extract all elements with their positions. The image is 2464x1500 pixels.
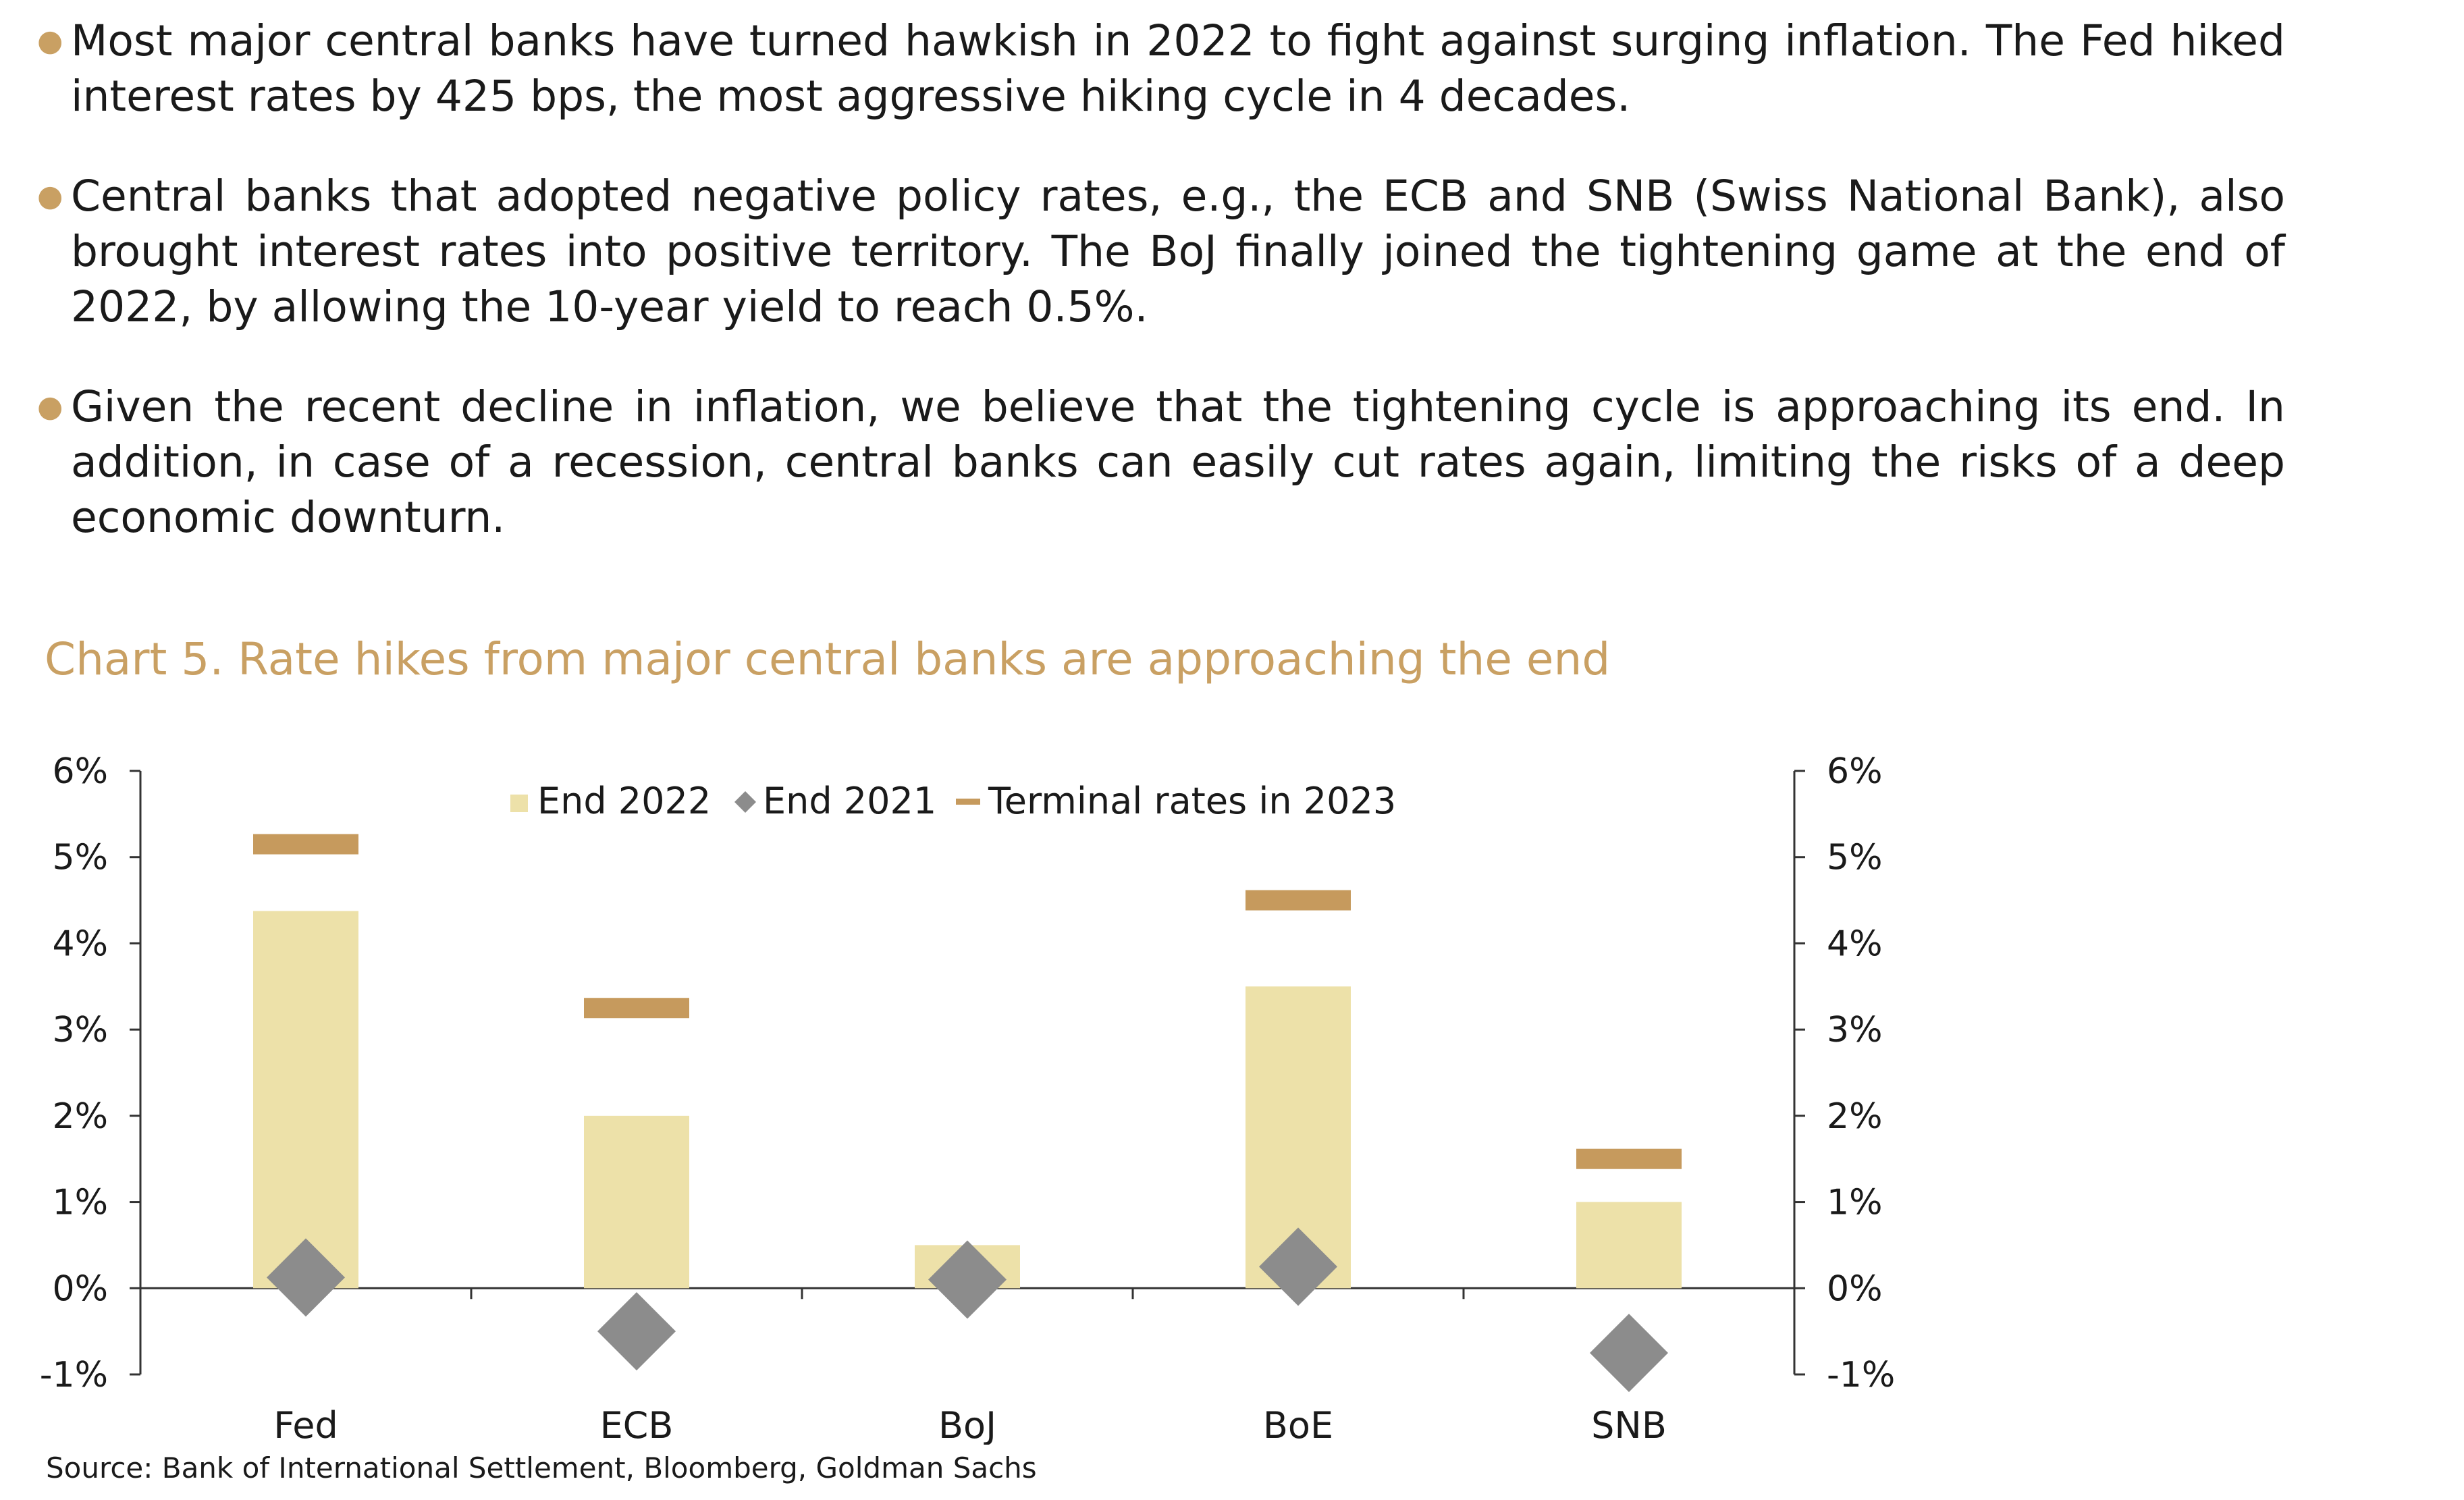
legend-label-terminal-rates: Terminal rates in 2023 xyxy=(988,780,1396,822)
terminal-rate-mark-ecb xyxy=(584,998,689,1019)
y-tick-label-right: -1% xyxy=(1827,1355,1895,1395)
y-tick-label-right: 0% xyxy=(1827,1268,1883,1309)
x-category-label: Fed xyxy=(273,1404,338,1445)
y-tick-label-left: 4% xyxy=(53,923,109,964)
y-tick-label-left: -1% xyxy=(40,1355,108,1395)
terminal-rate-mark-boe xyxy=(1246,890,1351,911)
diamond-end-2021-ecb xyxy=(597,1292,676,1371)
bar-end-2022-snb xyxy=(1576,1202,1682,1289)
chart-title: Chart 5. Rate hikes from major central b… xyxy=(45,633,1611,685)
x-category-label: BoJ xyxy=(938,1404,996,1445)
y-tick-label-right: 6% xyxy=(1827,751,1883,792)
terminal-rate-mark-fed xyxy=(253,834,358,855)
legend-label-end-2021: End 2021 xyxy=(763,780,936,822)
y-tick-label-right: 2% xyxy=(1827,1096,1883,1137)
y-tick-label-right: 5% xyxy=(1827,838,1883,878)
legend-label-end-2022: End 2022 xyxy=(537,780,711,822)
y-tick-label-left: 1% xyxy=(53,1183,109,1223)
diamond-end-2021-boj xyxy=(928,1240,1007,1319)
y-tick-label-left: 3% xyxy=(53,1010,109,1050)
legend-swatch-terminal-rates xyxy=(956,799,980,805)
bar-end-2022-ecb xyxy=(584,1115,689,1289)
y-tick-label-left: 2% xyxy=(53,1096,109,1137)
bullet-item: ● Central banks that adopted negative po… xyxy=(37,169,2285,335)
bullet-dot-icon: ● xyxy=(37,179,63,213)
y-tick-label-right: 3% xyxy=(1827,1010,1883,1050)
x-category-label: SNB xyxy=(1591,1404,1667,1445)
diamond-end-2021-boe xyxy=(1259,1227,1337,1306)
bullet-text: Most major central banks have turned haw… xyxy=(71,16,2285,121)
y-tick-label-right: 4% xyxy=(1827,923,1883,964)
y-tick-label-left: 6% xyxy=(53,751,109,792)
legend-swatch-end-2022 xyxy=(510,795,528,812)
bullet-dot-icon: ● xyxy=(37,390,63,424)
bullet-item: ● Given the recent decline in inflation,… xyxy=(37,379,2285,545)
x-category-label: BoE xyxy=(1263,1404,1333,1445)
rate-hikes-chart: -1% -1% 0% 0% 1% 1% 2% 2% 3% 3% 4% 4% 5% 5% 6% 6% Fed ECB… xyxy=(40,751,1896,1445)
y-tick-label-left: 0% xyxy=(53,1268,109,1309)
diamond-end-2021-snb xyxy=(1590,1314,1668,1393)
diamond-end-2021-fed xyxy=(267,1238,345,1317)
x-category-label: ECB xyxy=(600,1404,674,1445)
bullet-item: ● Most major central banks have turned h… xyxy=(37,14,2285,124)
source-note: Source: Bank of International Settlement… xyxy=(46,1451,1037,1484)
bar-end-2022-fed xyxy=(253,911,358,1289)
bullet-list: ● Most major central banks have turned h… xyxy=(37,14,2285,590)
bullet-text: Given the recent decline in inflation, w… xyxy=(71,382,2285,542)
y-tick-label-left: 5% xyxy=(53,838,109,878)
legend-swatch-end-2021 xyxy=(734,791,756,813)
bullet-text: Central banks that adopted negative poli… xyxy=(71,171,2285,331)
y-tick-label-right: 1% xyxy=(1827,1183,1883,1223)
bullet-dot-icon: ● xyxy=(37,24,63,58)
terminal-rate-mark-snb xyxy=(1576,1148,1682,1169)
